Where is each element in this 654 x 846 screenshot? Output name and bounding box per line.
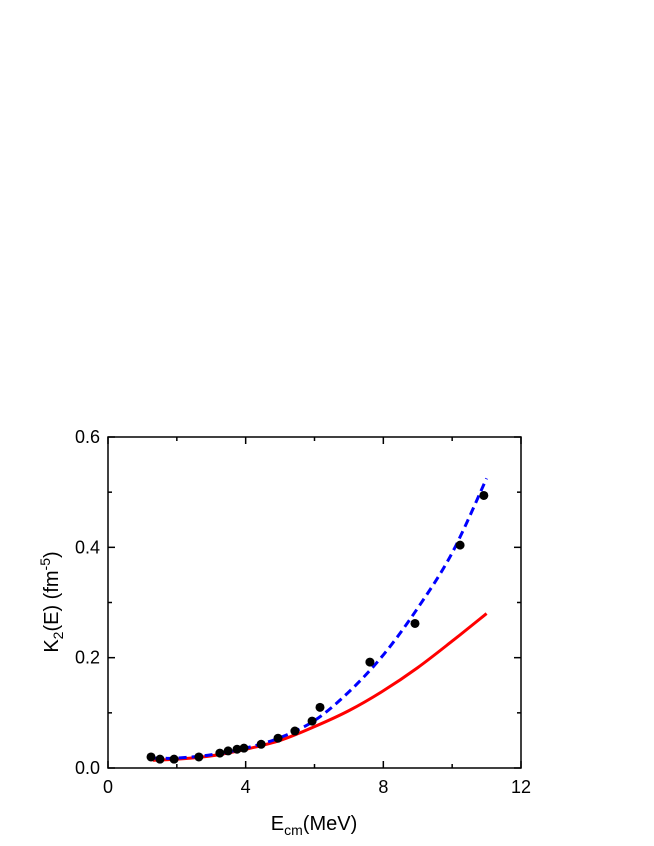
data-point — [169, 754, 179, 764]
data-point — [155, 754, 165, 764]
data-point — [232, 744, 242, 754]
data-point — [215, 748, 225, 758]
data-point — [365, 657, 375, 667]
data-point — [239, 743, 249, 753]
data-point — [479, 490, 489, 500]
data-point — [307, 716, 317, 726]
data-point — [194, 752, 204, 762]
y-tick-label: 0.4 — [75, 537, 100, 557]
dashed-fit-line — [152, 477, 488, 760]
data-point — [315, 702, 325, 712]
data-point — [290, 726, 300, 736]
y-axis-label: K2(E) (fm-5) — [37, 551, 66, 652]
x-tick-label: 12 — [511, 777, 531, 797]
x-tick-label: 0 — [103, 777, 113, 797]
y-tick-label: 0.2 — [75, 648, 100, 668]
data-point — [273, 733, 283, 743]
x-tick-label: 8 — [378, 777, 388, 797]
x-tick-label: 4 — [241, 777, 251, 797]
data-point — [410, 618, 420, 628]
y-tick-label: 0.0 — [75, 758, 100, 778]
data-point — [223, 746, 233, 756]
data-point — [146, 752, 156, 762]
data-point — [455, 540, 465, 550]
data-point — [256, 739, 266, 749]
solid-fit-line — [152, 612, 488, 762]
y-tick-label: 0.6 — [75, 427, 100, 447]
x-axis-label: Ecm(MeV) — [271, 813, 357, 838]
